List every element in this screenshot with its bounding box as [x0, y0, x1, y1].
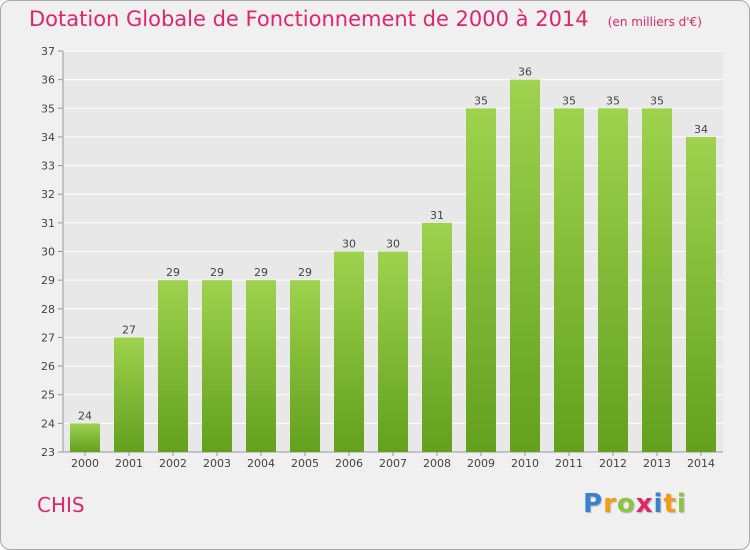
bar-value-label: 36 — [518, 66, 532, 79]
logo-letter: i — [653, 489, 664, 519]
bar-value-label: 29 — [298, 266, 312, 279]
y-tick-label: 27 — [41, 331, 55, 344]
bar — [246, 280, 276, 452]
x-tick-label: 2009 — [467, 457, 495, 470]
bar — [554, 108, 584, 453]
chart-subtitle: (en milliers d'€) — [607, 15, 702, 29]
x-tick-label: 2000 — [71, 457, 99, 470]
title-row: Dotation Globale de Fonctionnement de 20… — [29, 7, 702, 31]
x-tick-label: 2002 — [159, 457, 187, 470]
bar — [290, 280, 320, 452]
y-tick-label: 30 — [41, 246, 55, 259]
bar-value-label: 27 — [122, 323, 136, 336]
bar-value-label: 29 — [254, 266, 268, 279]
bar — [158, 280, 188, 452]
y-tick-label: 35 — [41, 102, 55, 115]
y-tick-label: 29 — [41, 274, 55, 287]
x-tick-label: 2007 — [379, 457, 407, 470]
logo-letter: t — [663, 489, 677, 519]
plot-area: 23 24 25 26 27 28 29 30 31 32 33 34 35 36 37 24 2000 27 20… — [41, 45, 723, 470]
bar — [510, 79, 540, 453]
y-tick-label: 25 — [41, 389, 55, 402]
x-tick-label: 2005 — [291, 457, 319, 470]
bar-value-label: 30 — [342, 238, 356, 251]
x-tick-label: 2001 — [115, 457, 143, 470]
y-tick-label: 28 — [41, 303, 55, 316]
logo-letter: x — [635, 489, 654, 519]
bar-value-label: 34 — [694, 123, 708, 136]
y-tick-label: 26 — [41, 360, 55, 373]
bar — [686, 136, 716, 452]
x-tick-label: 2004 — [247, 457, 275, 470]
bar — [598, 108, 628, 453]
bar-value-label: 35 — [474, 94, 488, 107]
x-tick-label: 2012 — [599, 457, 627, 470]
bar — [642, 108, 672, 453]
bar-value-label: 35 — [606, 94, 620, 107]
bar — [70, 423, 100, 452]
bar-value-label: 24 — [78, 409, 92, 422]
bar — [378, 251, 408, 452]
proxiti-logo: Proxiti — [583, 489, 687, 519]
bar — [114, 337, 144, 452]
y-tick-label: 36 — [41, 74, 55, 87]
x-tick-label: 2011 — [555, 457, 583, 470]
y-tick-label: 34 — [41, 131, 55, 144]
commune-name: CHIS — [37, 493, 85, 517]
logo-letter: r — [603, 489, 617, 519]
x-tick-label: 2010 — [511, 457, 539, 470]
y-tick-label: 33 — [41, 160, 55, 173]
bar — [466, 108, 496, 453]
logo-letter: P — [583, 489, 604, 519]
y-tick-label: 23 — [41, 446, 55, 459]
x-tick-label: 2013 — [643, 457, 671, 470]
bar — [422, 222, 452, 452]
x-tick-label: 2003 — [203, 457, 231, 470]
y-tick-label: 32 — [41, 188, 55, 201]
y-tick-label: 37 — [41, 45, 55, 58]
bar-value-label: 30 — [386, 238, 400, 251]
y-tick-label: 24 — [41, 417, 55, 430]
x-tick-label: 2008 — [423, 457, 451, 470]
bar-value-label: 35 — [562, 94, 576, 107]
y-tick-label: 31 — [41, 217, 55, 230]
x-tick-label: 2006 — [335, 457, 363, 470]
chart-title: Dotation Globale de Fonctionnement de 20… — [29, 7, 589, 31]
logo-letter: o — [616, 489, 636, 519]
bar-value-label: 31 — [430, 209, 444, 222]
bar-value-label: 29 — [166, 266, 180, 279]
bar — [202, 280, 232, 452]
bar-value-label: 35 — [650, 94, 664, 107]
logo-letter: i — [676, 489, 687, 519]
bar — [334, 251, 364, 452]
bar-value-label: 29 — [210, 266, 224, 279]
x-tick-label: 2014 — [687, 457, 715, 470]
